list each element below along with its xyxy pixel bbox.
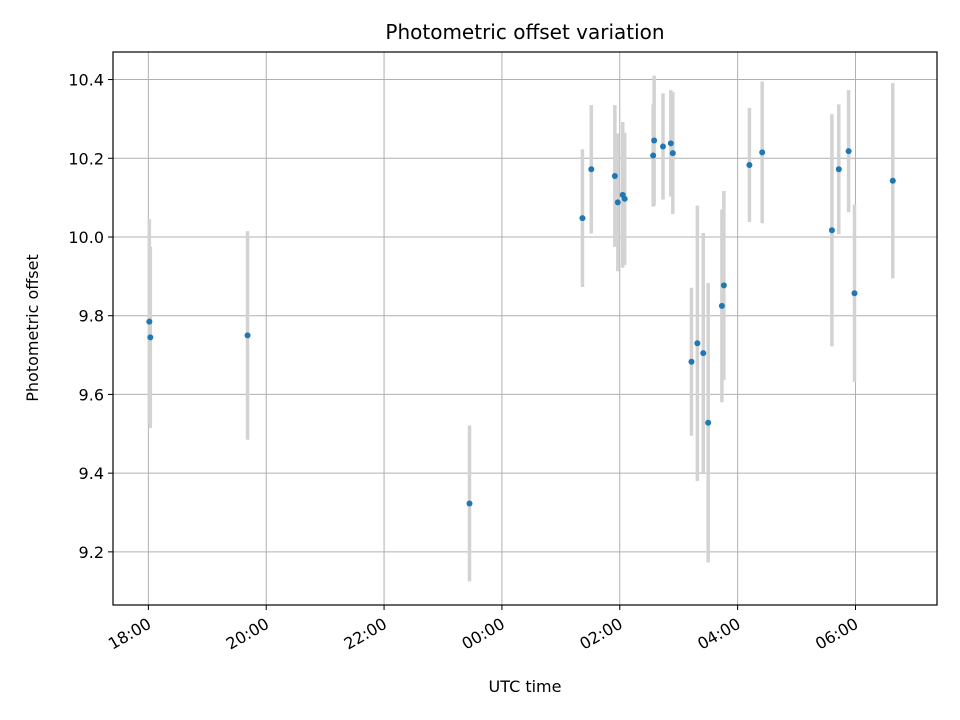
data-points — [146, 137, 896, 507]
x-axis-title: UTC time — [489, 677, 562, 696]
chart-title: Photometric offset variation — [385, 20, 664, 44]
data-point — [720, 282, 727, 289]
y-tick-label: 9.2 — [79, 543, 104, 562]
data-point — [611, 172, 618, 179]
y-tick-label: 9.4 — [79, 464, 104, 483]
data-point — [835, 166, 842, 173]
grid — [113, 52, 937, 605]
y-tick-label: 10.0 — [68, 228, 104, 247]
data-point — [667, 140, 674, 147]
data-point — [651, 137, 658, 144]
data-point — [146, 318, 153, 325]
data-point — [759, 149, 766, 156]
y-tick-label: 9.8 — [79, 307, 104, 326]
data-point — [705, 419, 712, 426]
data-point — [147, 334, 154, 341]
y-axis-title: Photometric offset — [23, 254, 42, 402]
data-point — [466, 500, 473, 507]
data-point — [614, 199, 621, 206]
data-point — [718, 302, 725, 309]
data-point — [669, 150, 676, 157]
data-point — [851, 290, 858, 297]
data-point — [650, 152, 657, 159]
plot-frame — [112, 51, 938, 606]
data-point — [746, 161, 753, 168]
data-point — [889, 177, 896, 184]
data-point — [828, 227, 835, 234]
data-point — [579, 215, 586, 222]
data-point — [688, 358, 695, 365]
data-point — [659, 143, 666, 150]
y-tick-label: 10.4 — [68, 71, 104, 90]
data-point — [244, 332, 251, 339]
data-point — [845, 148, 852, 155]
data-point — [700, 350, 707, 357]
data-point — [621, 195, 628, 202]
y-tick-label: 10.2 — [68, 149, 104, 168]
data-point — [694, 340, 701, 347]
y-tick-label: 9.6 — [79, 385, 104, 404]
data-point — [588, 166, 595, 173]
